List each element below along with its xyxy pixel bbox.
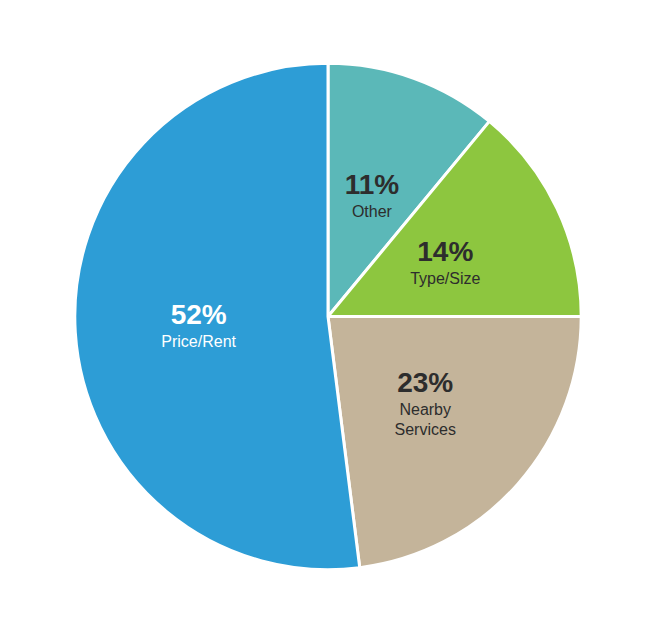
svg-text:14%: 14% xyxy=(417,236,473,267)
svg-text:Other: Other xyxy=(352,203,393,220)
svg-text:Services: Services xyxy=(395,421,456,438)
svg-text:52%: 52% xyxy=(171,299,227,330)
svg-text:Price/Rent: Price/Rent xyxy=(161,333,236,350)
svg-text:23%: 23% xyxy=(397,367,453,398)
svg-text:11%: 11% xyxy=(345,169,400,200)
svg-text:Nearby: Nearby xyxy=(399,401,451,418)
svg-text:Type/Size: Type/Size xyxy=(410,270,480,287)
